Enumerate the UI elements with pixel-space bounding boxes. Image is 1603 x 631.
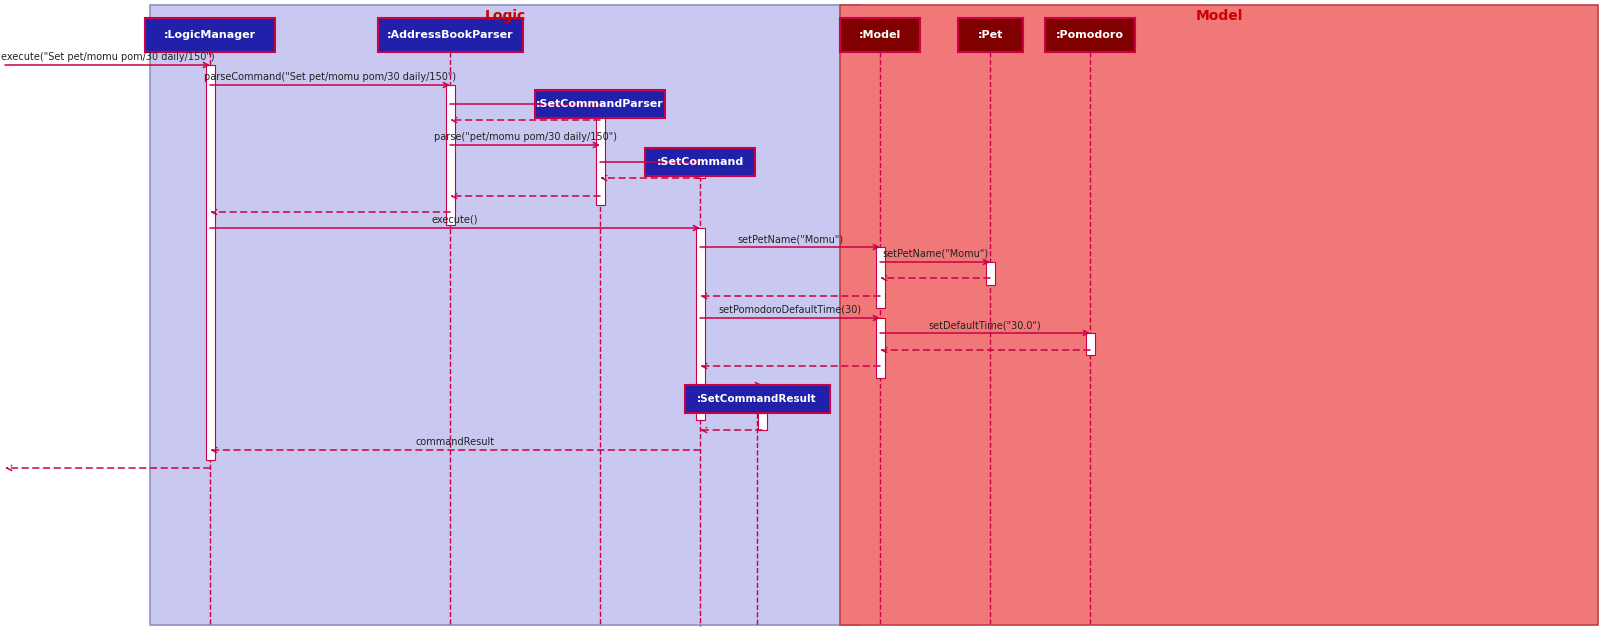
Bar: [696, 228, 704, 420]
Bar: [535, 90, 665, 118]
Bar: [957, 18, 1023, 52]
Bar: [875, 318, 885, 378]
Bar: [696, 162, 704, 178]
Text: Logic: Logic: [484, 9, 526, 23]
Bar: [684, 385, 829, 413]
Text: :SetCommandResult: :SetCommandResult: [697, 394, 818, 404]
Text: setPetName("Momu"): setPetName("Momu"): [882, 249, 987, 259]
Bar: [1045, 18, 1135, 52]
Text: Model: Model: [1196, 9, 1242, 23]
Text: setPetName("Momu"): setPetName("Momu"): [737, 234, 843, 244]
Bar: [840, 5, 1598, 625]
Text: execute("Set pet/momu pom/30 daily/150"): execute("Set pet/momu pom/30 daily/150"): [2, 52, 215, 62]
Text: setPomodoroDefaultTime(30): setPomodoroDefaultTime(30): [718, 305, 861, 315]
Text: :Model: :Model: [859, 30, 901, 40]
Bar: [446, 85, 455, 225]
Text: parse("pet/momu pom/30 daily/150"): parse("pet/momu pom/30 daily/150"): [433, 132, 617, 142]
Bar: [377, 18, 523, 52]
Bar: [644, 148, 755, 176]
Bar: [144, 18, 276, 52]
Bar: [205, 65, 215, 460]
Bar: [151, 5, 859, 625]
Text: :AddressBookParser: :AddressBookParser: [386, 30, 513, 40]
Bar: [595, 104, 604, 205]
Bar: [1085, 333, 1095, 355]
Text: :SetCommandParser: :SetCommandParser: [535, 99, 664, 109]
Text: execute(): execute(): [431, 215, 478, 225]
Bar: [875, 247, 885, 308]
Bar: [758, 413, 766, 430]
Text: setDefaultTime("30.0"): setDefaultTime("30.0"): [928, 320, 1042, 330]
Text: :SetCommand: :SetCommand: [656, 157, 744, 167]
Text: :LogicManager: :LogicManager: [164, 30, 256, 40]
Text: :Pet: :Pet: [978, 30, 1003, 40]
Text: commandResult: commandResult: [415, 437, 495, 447]
Text: parseCommand("Set pet/momu pom/30 daily/150"): parseCommand("Set pet/momu pom/30 daily/…: [204, 72, 457, 82]
Bar: [986, 262, 994, 285]
Bar: [840, 18, 920, 52]
Text: :Pomodoro: :Pomodoro: [1056, 30, 1124, 40]
